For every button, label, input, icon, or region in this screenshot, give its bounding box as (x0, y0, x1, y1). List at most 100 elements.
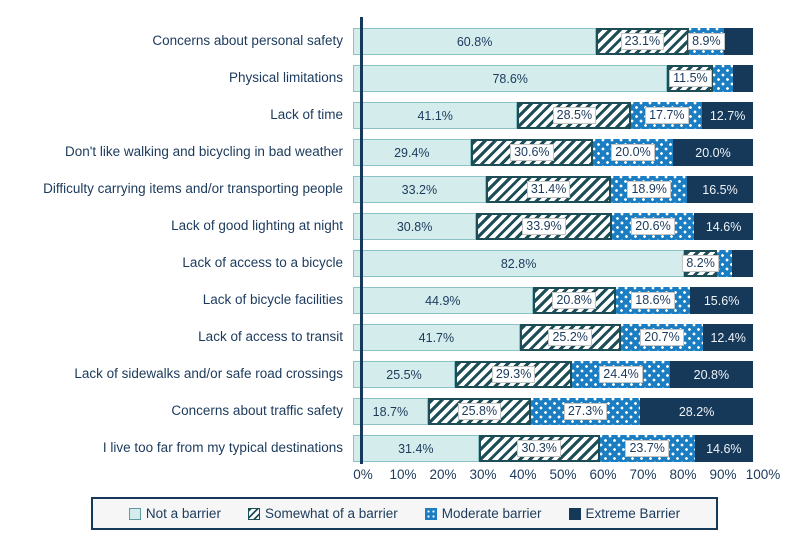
category-label: Don't like walking and bicycling in bad … (65, 144, 343, 160)
stacked-bar: 18.7% 25.8% 27.3% 28.2% (353, 398, 753, 425)
bar-segment-extreme-barrier: 12.4% (703, 324, 753, 351)
bar-segment-somewhat-of-a-barrier: 23.1% (596, 28, 689, 55)
category-label: Lack of good lighting at night (171, 218, 343, 234)
segment-value-label: 14.6% (705, 219, 742, 234)
segment-value-label: 30.3% (517, 440, 561, 457)
bar-segment-not-a-barrier: 30.8% (353, 213, 477, 240)
segment-value-label: 25.8% (457, 403, 502, 420)
bar-segment-not-a-barrier: 41.1% (353, 102, 518, 129)
segment-value-label: 11.5% (669, 70, 712, 87)
bar-row: Physical limitations 78.6% 11.5% (0, 60, 800, 97)
category-label: Lack of bicycle facilities (202, 292, 343, 308)
segment-value-label: 20.0% (611, 144, 655, 161)
bar-row: Don't like walking and bicycling in bad … (0, 134, 800, 171)
segment-value-label: 20.8% (693, 367, 730, 382)
bar-segment-extreme-barrier: 14.6% (694, 213, 753, 240)
segment-value-label: 25.2% (548, 329, 592, 346)
segment-value-label: 15.6% (703, 293, 740, 308)
bar-segment-moderate-barrier: 17.7% (631, 102, 703, 129)
segment-value-label: 31.4% (398, 441, 434, 456)
segment-value-label: 33.9% (522, 218, 566, 235)
x-axis-tick-label: 50% (549, 467, 577, 482)
stacked-bar: 33.2% 31.4% 18.9% 16.5% (353, 176, 753, 203)
bar-segment-extreme-barrier (732, 250, 753, 277)
stacked-bar: 82.8% 8.2% (353, 250, 753, 277)
segment-value-label: 41.7% (418, 330, 455, 345)
x-axis-ticks: 0% 10% 20% 30% 40% 50% 60% 70% 80% 90% 100% (353, 467, 780, 485)
legend-label: Not a barrier (145, 506, 221, 521)
bar-segment-somewhat-of-a-barrier: 25.8% (427, 398, 531, 425)
bar-segment-extreme-barrier: 28.2% (640, 398, 753, 425)
category-label: Difficulty carrying items and/or transpo… (43, 181, 343, 197)
category-label: Concerns about personal safety (152, 33, 343, 49)
segment-value-label: 27.3% (563, 403, 608, 420)
bar-segment-not-a-barrier: 33.2% (353, 176, 486, 203)
bar-segment-moderate-barrier: 24.4% (572, 361, 670, 388)
x-axis-tick-label: 20% (429, 467, 457, 482)
x-axis-tick-label: 10% (389, 467, 417, 482)
bar-segment-not-a-barrier: 25.5% (353, 361, 455, 388)
bar-segment-moderate-barrier (716, 250, 733, 277)
navy-square-icon (568, 507, 581, 520)
stacked-bar: 30.8% 33.9% 20.6% 14.6% (353, 213, 753, 240)
segment-value-label: 18.9% (627, 181, 671, 198)
segment-value-label: 29.3% (491, 366, 536, 383)
category-label: Lack of sidewalks and/or safe road cross… (74, 366, 343, 382)
stacked-bar: 25.5% 29.3% 24.4% 20.8% (353, 361, 753, 388)
bar-segment-moderate-barrier: 18.9% (611, 176, 687, 203)
bar-segment-moderate-barrier: 23.7% (599, 435, 695, 462)
stacked-bar: 78.6% 11.5% (353, 65, 753, 92)
bar-segment-not-a-barrier: 82.8% (353, 250, 685, 277)
segment-value-label: 20.7% (640, 329, 684, 346)
segment-value-label: 25.5% (386, 367, 422, 382)
bar-segment-somewhat-of-a-barrier: 30.6% (470, 139, 593, 166)
stacked-bar: 60.8% 23.1% 8.9% (353, 28, 753, 55)
bar-row: Lack of sidewalks and/or safe road cross… (0, 356, 800, 393)
x-axis-tick-label: 90% (709, 467, 737, 482)
segment-value-label: 78.6% (492, 71, 528, 86)
bar-segment-not-a-barrier: 18.7% (353, 398, 428, 425)
segment-value-label: 12.7% (709, 108, 746, 123)
segment-value-label: 82.8% (500, 256, 537, 271)
segment-value-label: 8.9% (688, 33, 725, 50)
legend-label: Somewhat of a barrier (264, 506, 398, 521)
segment-value-label: 31.4% (526, 181, 571, 198)
bar-row: I live too far from my typical destinati… (0, 430, 800, 467)
bar-segment-moderate-barrier: 20.7% (620, 324, 704, 351)
legend-item: Not a barrier (128, 506, 221, 521)
bar-segment-somewhat-of-a-barrier: 8.2% (682, 250, 719, 277)
bar-segment-extreme-barrier: 20.0% (672, 139, 753, 166)
bar-segment-extreme-barrier: 16.5% (686, 176, 753, 203)
bar-segment-moderate-barrier: 18.6% (615, 287, 691, 314)
segment-value-label: 60.8% (456, 34, 493, 49)
segment-value-label: 23.7% (625, 440, 669, 457)
category-label: I live too far from my typical destinati… (102, 440, 343, 456)
segment-value-label: 12.4% (710, 330, 746, 345)
bar-row: Difficulty carrying items and/or transpo… (0, 171, 800, 208)
bar-row: Lack of access to transit 41.7% 25.2% 20.7%… (0, 319, 800, 356)
bar-row: Concerns about traffic safety 18.7% 25.8% 2… (0, 393, 800, 430)
x-axis-tick-label: 60% (589, 467, 617, 482)
segment-value-label: 16.5% (702, 182, 738, 197)
segment-value-label: 18.7% (372, 404, 409, 419)
bar-segment-not-a-barrier: 44.9% (353, 287, 533, 314)
bar-segment-not-a-barrier: 29.4% (353, 139, 471, 166)
legend-label: Moderate barrier (441, 506, 542, 521)
bar-row: Concerns about personal safety 60.8% 23.1%… (0, 23, 800, 60)
bar-segment-not-a-barrier: 41.7% (353, 324, 520, 351)
bar-segment-somewhat-of-a-barrier: 20.8% (532, 287, 616, 314)
segment-value-label: 20.0% (695, 145, 731, 160)
bar-segment-not-a-barrier: 78.6% (353, 65, 668, 92)
bar-segment-moderate-barrier: 20.0% (592, 139, 673, 166)
stacked-bar: 41.1% 28.5% 17.7% 12.7% (353, 102, 753, 129)
bar-row: Lack of time 41.1% 28.5% 17.7% 12.7% (0, 97, 800, 134)
stacked-bar: 31.4% 30.3% 23.7% 14.6% (353, 435, 753, 462)
segment-value-label: 44.9% (425, 293, 461, 308)
x-axis-tick-label: 40% (509, 467, 537, 482)
segment-value-label: 20.8% (552, 292, 596, 309)
segment-value-label: 23.1% (620, 33, 665, 50)
category-label: Lack of access to a bicycle (182, 255, 343, 271)
category-label: Concerns about traffic safety (171, 403, 343, 419)
segment-value-label: 8.2% (682, 255, 719, 272)
